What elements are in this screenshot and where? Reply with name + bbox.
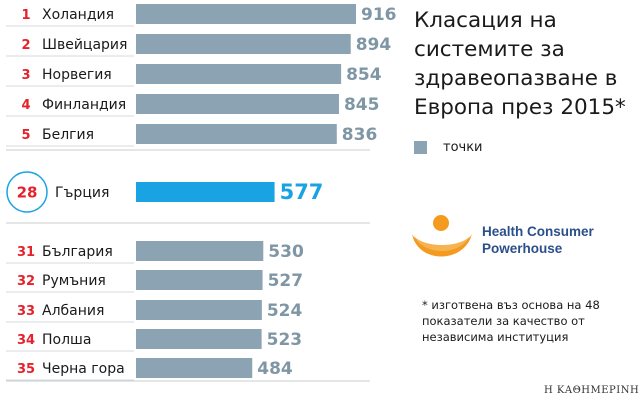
rank-label: 2 (21, 38, 30, 53)
country-label: Норвегия (42, 67, 112, 83)
bar (136, 4, 356, 24)
rank-label: 35 (17, 362, 35, 377)
value-label: 484 (257, 359, 293, 379)
country-label: Холандия (42, 7, 114, 23)
value-label: 916 (361, 5, 397, 25)
value-label: 527 (268, 271, 304, 291)
rank-label: 31 (17, 245, 35, 260)
value-label: 836 (342, 125, 378, 145)
rank-label: 33 (17, 304, 35, 319)
bar (136, 300, 262, 320)
value-label: 845 (344, 95, 380, 115)
country-label: Финландия (42, 97, 126, 113)
rank-label: 4 (21, 98, 30, 113)
country-label: Албания (42, 303, 104, 319)
rank-label: 28 (17, 184, 38, 202)
legend: точки (414, 140, 483, 155)
bar (136, 241, 264, 261)
bar (136, 182, 275, 202)
country-label: България (42, 244, 113, 260)
ranking-bar-chart: 1 Холандия 916 2 Швейцария 894 3 Норвегия 854 4 Фи… (6, 4, 397, 382)
hcp-logo-block: Health Consumer Powerhouse (410, 212, 622, 268)
country-label: Гърция (55, 185, 109, 201)
country-label: Белгия (42, 127, 94, 143)
country-label: Румъния (42, 273, 106, 289)
value-label: 854 (346, 65, 382, 85)
legend-swatch (414, 141, 427, 154)
rank-label: 32 (17, 274, 35, 289)
bar (136, 124, 337, 144)
bar (136, 329, 262, 349)
hcp-figure-logo-icon (412, 215, 472, 257)
value-label: 524 (267, 301, 303, 321)
value-label: 523 (267, 330, 303, 350)
bar (136, 34, 351, 54)
rank-label: 3 (21, 68, 30, 83)
value-label: 577 (280, 180, 324, 204)
newspaper-credit: Η ΚΑΘΗΜΕΡΙΝΗ (544, 385, 640, 396)
bar (136, 358, 253, 378)
legend-label: точки (443, 140, 483, 155)
rank-label: 1 (21, 8, 30, 23)
country-label: Черна гора (42, 361, 125, 377)
chart-title: Класация на системите за здравеопазване … (414, 8, 626, 120)
hcp-logo-text: Health Consumer Powerhouse (482, 224, 594, 256)
value-label: 894 (356, 35, 392, 55)
bar (136, 64, 342, 84)
footnote: * изготвена въз основа на 48 показатели … (422, 298, 600, 344)
rank-label: 5 (21, 128, 30, 143)
value-label: 530 (268, 242, 304, 262)
rank-circle (6, 171, 48, 213)
country-label: Швейцария (42, 37, 127, 53)
rank-label: 34 (17, 333, 35, 348)
country-label: Полша (42, 332, 91, 348)
bar (136, 270, 263, 290)
bar (136, 94, 339, 114)
